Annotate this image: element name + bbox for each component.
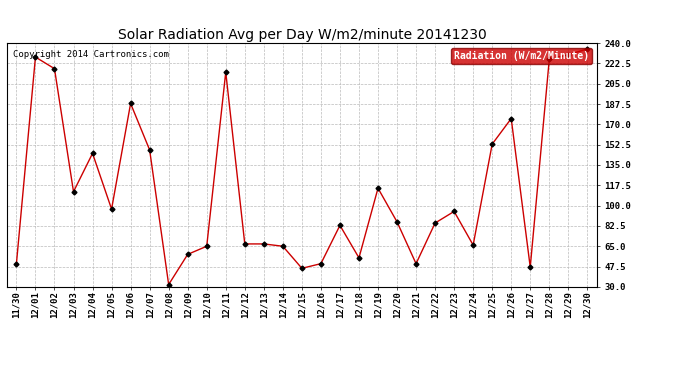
Legend: Radiation (W/m2/Minute): Radiation (W/m2/Minute) [451, 48, 592, 64]
Title: Solar Radiation Avg per Day W/m2/minute 20141230: Solar Radiation Avg per Day W/m2/minute … [117, 28, 486, 42]
Text: Copyright 2014 Cartronics.com: Copyright 2014 Cartronics.com [13, 51, 168, 59]
